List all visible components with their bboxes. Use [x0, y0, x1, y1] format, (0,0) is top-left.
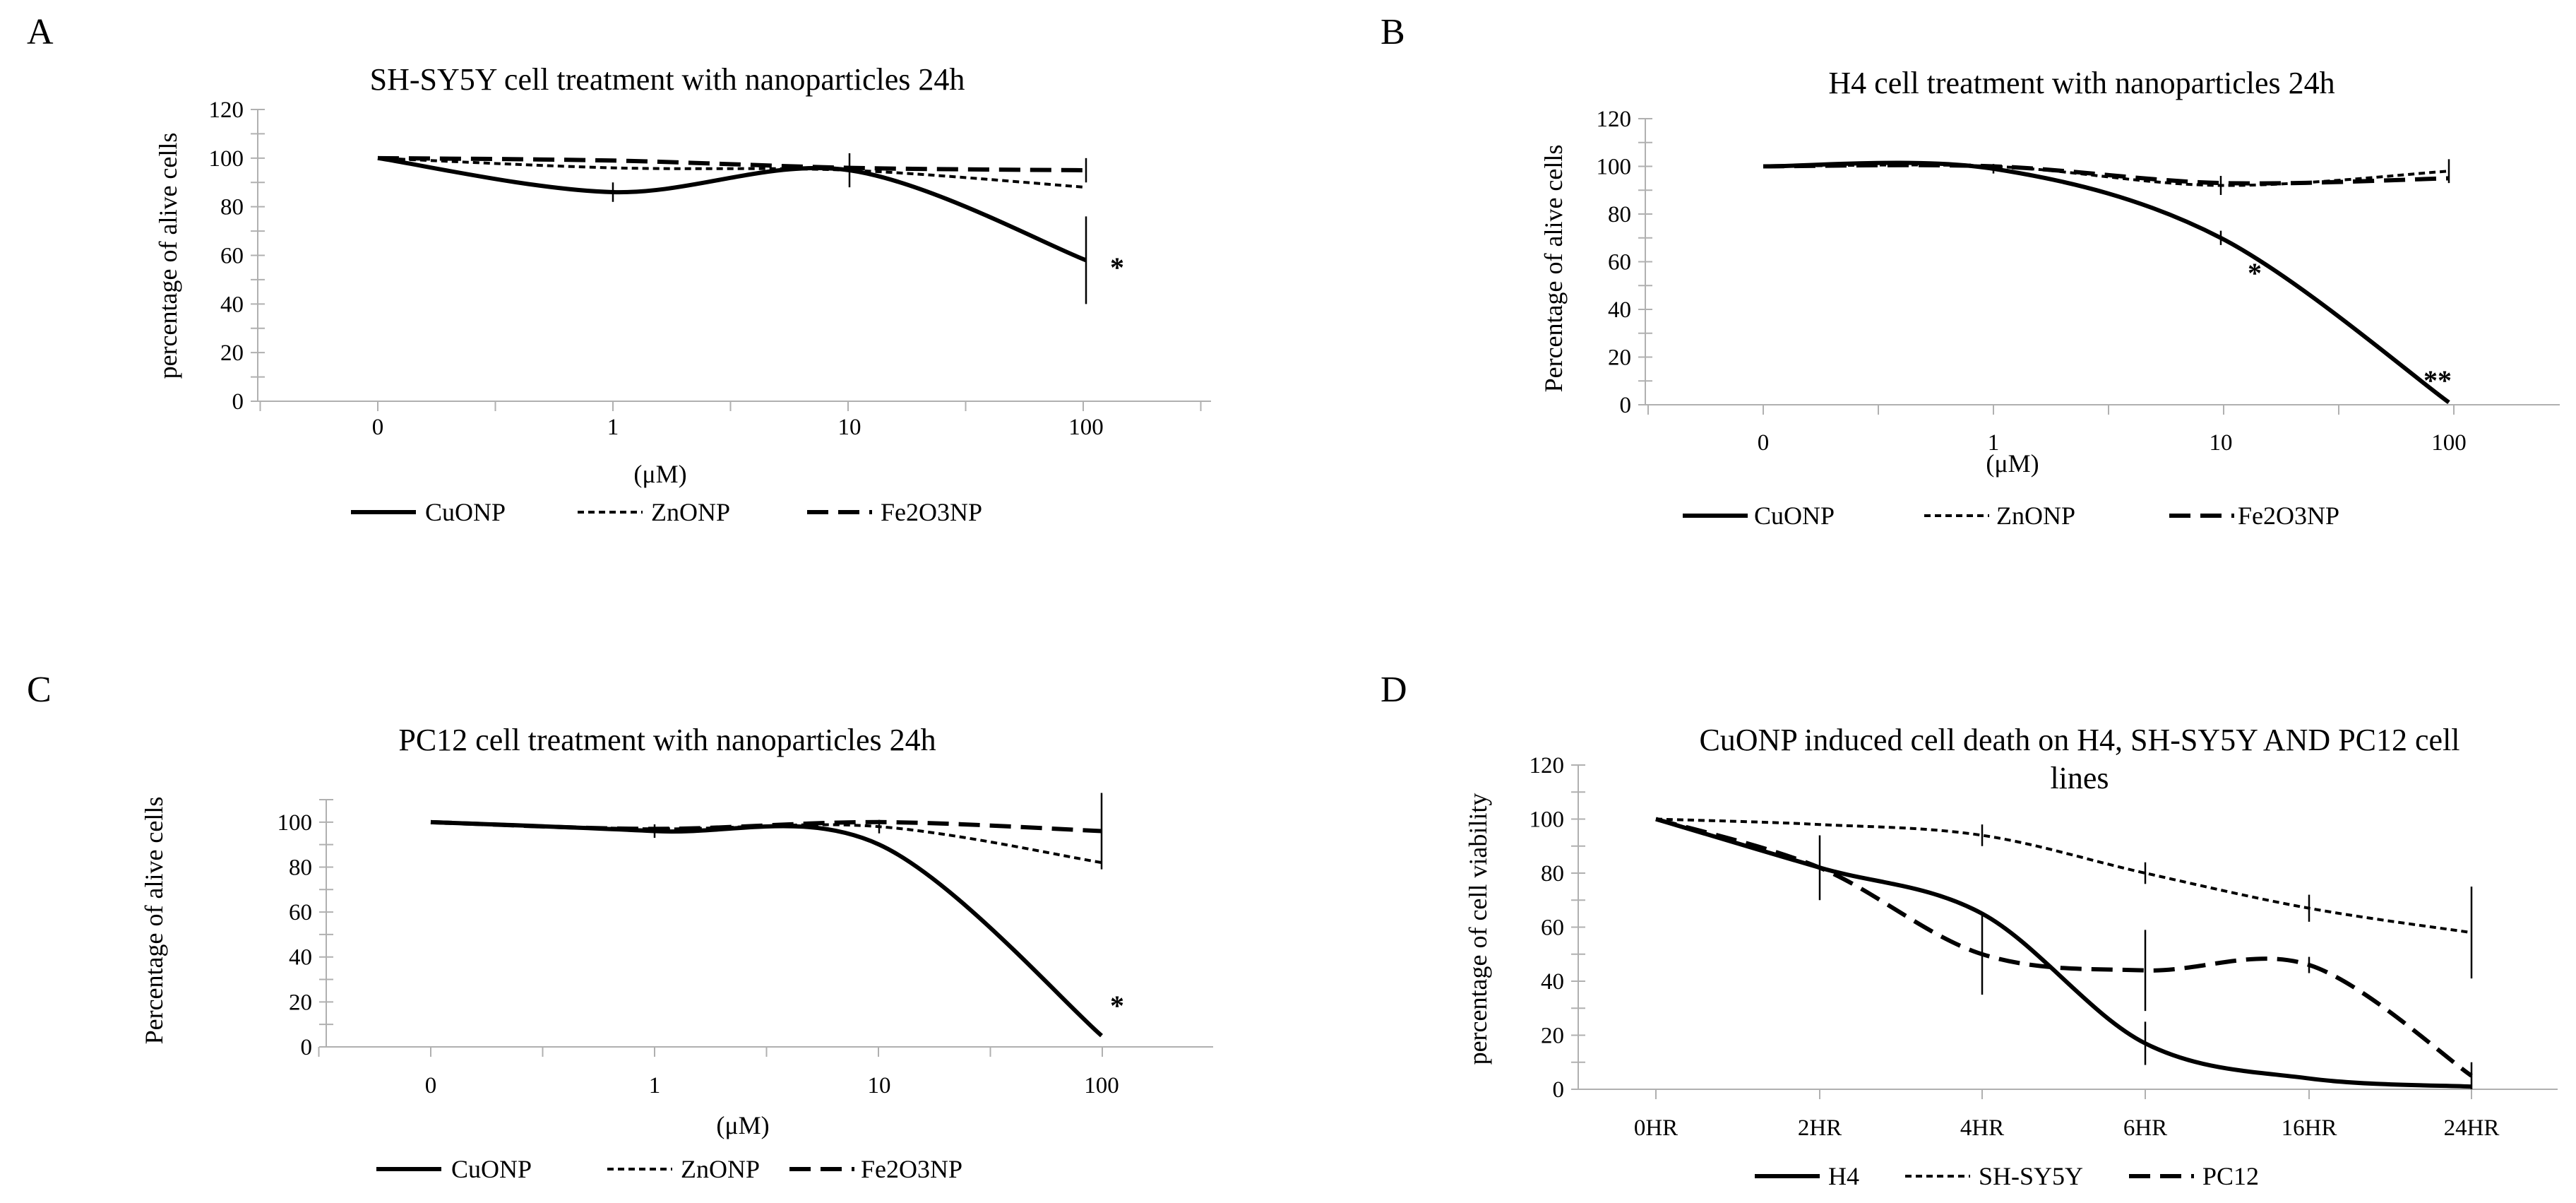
y-tick-label: 20 [1541, 1024, 1564, 1049]
panel-b: B H4 cell treatment with nanoparticles 24… [1381, 12, 2560, 530]
y-tick-label: 100 [278, 810, 313, 836]
y-tick-label: 100 [1597, 155, 1632, 180]
significance-marker: * [1110, 251, 1124, 283]
legend-label: CuONP [425, 498, 506, 526]
y-tick-label: 100 [209, 146, 244, 172]
y-tick-label: 0 [1553, 1077, 1565, 1103]
chart-title-line: lines [2050, 761, 2109, 795]
series-line-cuonp [430, 819, 1103, 1038]
y-tick-label: 80 [220, 195, 244, 220]
series-line-znonp [377, 156, 1087, 189]
x-axis-label: (μM) [633, 460, 686, 488]
legend-label: Fe2O3NP [861, 1155, 962, 1183]
legend-label: ZnONP [1996, 502, 2075, 530]
series-line-cuonp [377, 155, 1087, 263]
y-tick-label: 80 [1608, 202, 1631, 227]
legend-label: CuONP [1754, 502, 1835, 530]
legend-label: PC12 [2202, 1162, 2259, 1190]
x-tick-label: 16HR [2282, 1115, 2337, 1141]
chart-title: H4 cell treatment with nanoparticles 24h [1828, 66, 2334, 100]
y-tick-label: 120 [1597, 107, 1632, 132]
x-tick-label: 6HR [2123, 1115, 2167, 1141]
panel-label: D [1381, 670, 1407, 710]
legend-label: ZnONP [681, 1155, 760, 1183]
y-tick-label: 20 [220, 340, 244, 366]
chart-title: PC12 cell treatment with nanoparticles 2… [398, 723, 936, 757]
y-tick-label: 20 [1608, 345, 1631, 371]
x-tick-label: 100 [1084, 1073, 1119, 1098]
y-axis-label: Percentage of alive cells [1539, 145, 1568, 393]
panel-d: D CuONP induced cell death on H4, SH-SY5Y… [1381, 670, 2558, 1190]
x-tick-label: 100 [1068, 415, 1104, 440]
y-tick-label: 80 [1541, 861, 1564, 887]
series-line-cuonp [1763, 160, 2450, 405]
legend-label: SH-SY5Y [1979, 1162, 2083, 1190]
series-line-fe2o3np [377, 155, 1087, 172]
y-tick-label: 40 [220, 292, 244, 317]
significance-marker: ** [2423, 365, 2452, 396]
y-tick-label: 0 [301, 1035, 313, 1060]
y-tick-label: 60 [220, 244, 244, 269]
series-line-fe2o3np [430, 819, 1102, 834]
y-axis-label: percentage of cell viability [1464, 793, 1492, 1065]
x-tick-label: 2HR [1798, 1115, 1842, 1141]
x-tick-label: 1 [1988, 430, 2000, 456]
significance-marker: * [2248, 257, 2262, 289]
x-axis-label: (μM) [1986, 449, 2039, 478]
y-axis-label: percentage of alive cells [154, 133, 182, 379]
panel-label: A [27, 12, 54, 52]
y-tick-label: 80 [289, 855, 312, 880]
x-tick-label: 10 [838, 415, 861, 440]
legend-label: Fe2O3NP [881, 498, 982, 526]
series-line-sh-sy5y [1655, 817, 2472, 935]
x-tick-label: 10 [868, 1073, 891, 1098]
x-tick-label: 1 [607, 415, 619, 440]
x-tick-label: 0HR [1634, 1115, 1678, 1141]
y-tick-label: 60 [1541, 915, 1564, 941]
panel-label: B [1381, 12, 1405, 52]
legend-label: ZnONP [651, 498, 730, 526]
series-line-pc12 [1655, 817, 2473, 1078]
x-tick-label: 100 [2431, 430, 2467, 456]
panel-label: C [27, 670, 52, 710]
x-tick-label: 1 [649, 1073, 661, 1098]
y-tick-label: 60 [289, 900, 312, 925]
y-tick-label: 0 [1620, 393, 1632, 418]
legend-label: CuONP [451, 1155, 532, 1183]
y-tick-label: 20 [289, 990, 312, 1015]
y-tick-label: 40 [289, 945, 312, 971]
series-line-h4 [1655, 817, 2472, 1089]
legend-label: H4 [1828, 1162, 1859, 1190]
chart-title: SH-SY5Y cell treatment with nanoparticle… [370, 62, 965, 97]
y-tick-label: 120 [1530, 753, 1565, 778]
x-tick-label: 0 [1758, 430, 1770, 456]
significance-marker: * [1110, 990, 1124, 1021]
y-tick-label: 0 [232, 389, 244, 415]
y-axis-label: Percentage of alive cells [140, 797, 168, 1045]
y-tick-label: 60 [1608, 250, 1631, 275]
y-tick-label: 40 [1541, 969, 1564, 995]
panel-c: C PC12 cell treatment with nanoparticles … [27, 670, 1213, 1183]
panel-a: A SH-SY5Y cell treatment with nanoparticl… [27, 12, 1211, 526]
x-tick-label: 0 [425, 1073, 437, 1098]
chart-title-line: CuONP induced cell death on H4, SH-SY5Y … [1699, 723, 2459, 757]
y-tick-label: 100 [1530, 807, 1565, 833]
x-tick-label: 4HR [1960, 1115, 2004, 1141]
x-axis-label: (μM) [716, 1111, 769, 1139]
y-tick-label: 40 [1608, 297, 1631, 323]
y-tick-label: 120 [209, 97, 244, 123]
x-tick-label: 0 [372, 415, 384, 440]
legend-label: Fe2O3NP [2238, 502, 2339, 530]
x-tick-label: 10 [2210, 430, 2233, 456]
series-line-fe2o3np [1763, 162, 2450, 186]
x-tick-label: 24HR [2444, 1115, 2500, 1141]
